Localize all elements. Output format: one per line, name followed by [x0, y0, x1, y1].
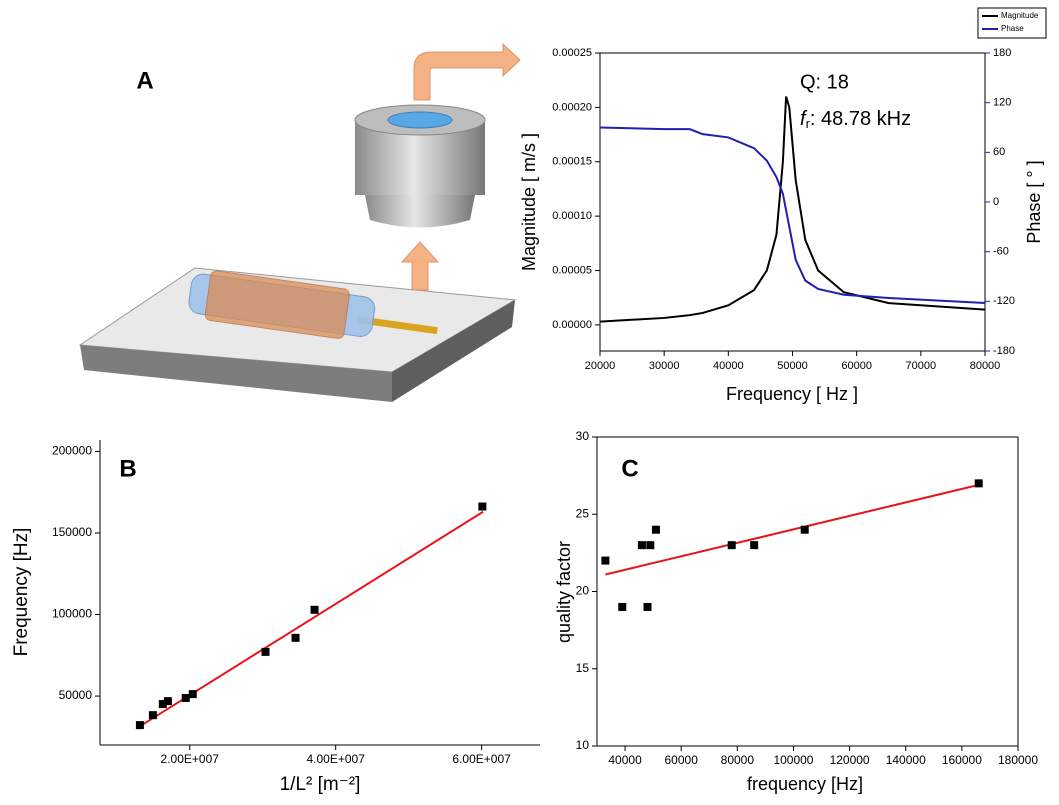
annotation: Q: 18 [800, 71, 849, 93]
x-tick-label: 120000 [830, 753, 870, 767]
x-tick-label: 140000 [886, 753, 926, 767]
x-tick-label: 4.00E+007 [306, 752, 365, 766]
objective-tip [365, 195, 475, 228]
fit-line [605, 483, 979, 576]
x-tick-label: 80000 [721, 753, 755, 767]
point [800, 525, 809, 534]
point [727, 541, 736, 550]
x-tick-label: 50000 [777, 360, 808, 372]
stage-side [392, 300, 515, 402]
y2-tick-label: -180 [993, 345, 1015, 357]
point [643, 602, 652, 611]
y-axis-label: quality factor [554, 541, 574, 643]
x-tick-label: 180000 [998, 753, 1038, 767]
legend-label: Phase [1001, 24, 1024, 33]
point [135, 721, 144, 730]
x-axis-label: 1/L² [m⁻²] [280, 774, 361, 795]
point [651, 525, 660, 534]
x-tick-label: 30000 [649, 360, 680, 372]
y-tick-label: 0.00000 [552, 319, 592, 331]
x-tick-label: 100000 [773, 753, 813, 767]
arrow-up [400, 241, 440, 291]
x-tick-label: 6.00E+007 [452, 752, 511, 766]
x-tick-label: 2.00E+007 [161, 752, 220, 766]
x-axis-label: Frequency [ Hz ] [726, 384, 858, 404]
y-tick-label: 150000 [52, 525, 92, 539]
y2-tick-label: 180 [993, 47, 1011, 59]
y2-tick-label: -120 [993, 295, 1015, 307]
point [158, 700, 167, 709]
y2-axis-label: Phase [ ° ] [1024, 160, 1044, 243]
point [618, 602, 627, 611]
point [974, 479, 983, 488]
y-axis-label: Frequency [Hz] [11, 528, 32, 657]
y-tick-label: 0.00005 [552, 264, 592, 276]
x-tick-label: 80000 [970, 360, 1001, 372]
y-tick-label: 20 [576, 584, 590, 598]
axis-frame [596, 436, 1019, 747]
x-tick-label: 60000 [841, 360, 872, 372]
legend-label: Magnitude [1001, 11, 1039, 20]
point [637, 541, 646, 550]
y2-tick-label: 60 [993, 146, 1005, 158]
x-tick-label: 20000 [585, 360, 616, 372]
point [646, 541, 655, 550]
resonance-label: fr: 48.78 kHz [800, 108, 911, 131]
y2-tick-label: -60 [993, 246, 1009, 258]
resonance-text: : 48.78 kHz [810, 108, 911, 130]
needle [357, 316, 438, 335]
point [291, 633, 300, 642]
point [148, 711, 157, 720]
stage-front [80, 345, 392, 402]
point [163, 697, 172, 706]
x-tick-label: 70000 [906, 360, 937, 372]
x-tick-label: 40000 [608, 753, 642, 767]
series-line [599, 96, 986, 323]
y-tick-label: 0.00020 [552, 101, 592, 113]
point [188, 690, 197, 699]
point [750, 541, 759, 550]
point [261, 647, 270, 656]
series-line [599, 126, 986, 304]
y-tick-label: 10 [576, 738, 590, 752]
sleeve [204, 270, 350, 339]
cantilever [188, 270, 438, 339]
symbol: f [800, 108, 808, 130]
panel-label: A [136, 67, 153, 94]
point [478, 502, 487, 511]
y-tick-label: 25 [576, 506, 590, 520]
y-tick-label: 0.00025 [552, 47, 592, 59]
y-tick-label: 200000 [52, 444, 92, 458]
y-axis-label: Magnitude [ m/s ] [519, 133, 539, 271]
schematic [78, 42, 521, 402]
y-tick-label: 30 [576, 429, 590, 443]
y2-tick-label: 0 [993, 196, 999, 208]
x-tick-label: 60000 [665, 753, 699, 767]
point [310, 605, 319, 614]
panel-label: B [119, 455, 136, 482]
y-tick-label: 15 [576, 661, 590, 675]
x-tick-label: 40000 [713, 360, 744, 372]
panel-label: C [621, 455, 638, 482]
objective-lens [387, 111, 453, 129]
point [601, 556, 610, 565]
x-axis-label: frequency [Hz] [747, 774, 863, 794]
subscript: r [806, 116, 811, 131]
legend-box [977, 7, 1047, 39]
x-tick-label: 160000 [942, 753, 982, 767]
y2-tick-label: 120 [993, 97, 1011, 109]
y-tick-label: 0.00015 [552, 156, 592, 168]
y-tick-label: 0.00010 [552, 210, 592, 222]
point [181, 694, 190, 703]
arrow-right [413, 42, 521, 101]
y-tick-label: 100000 [52, 607, 92, 621]
y-tick-label: 50000 [59, 688, 93, 702]
